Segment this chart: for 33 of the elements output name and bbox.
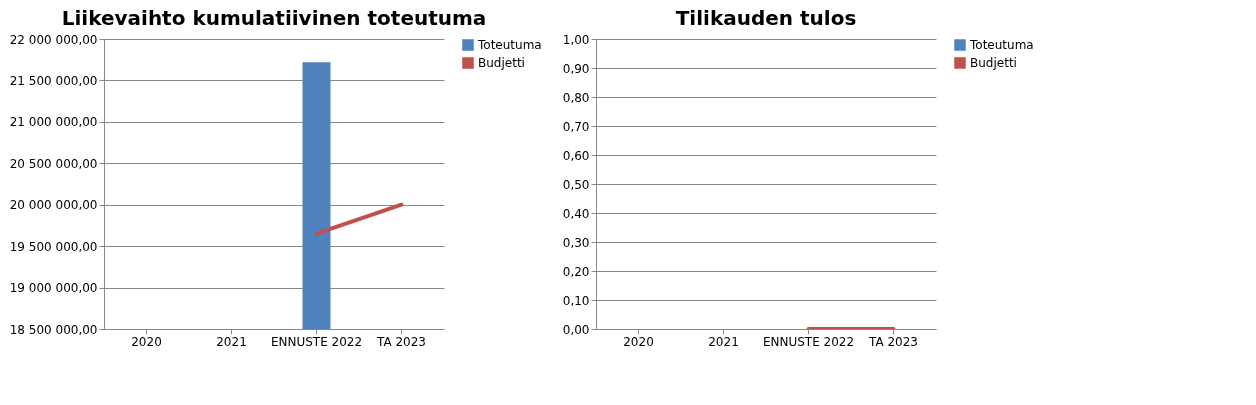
- y-tick-label: 20 000 000,00: [9, 198, 98, 213]
- legend-label: Budjetti: [478, 56, 525, 70]
- legend-label: Toteutuma: [969, 38, 1034, 52]
- y-tick-label: 0,90: [562, 61, 590, 76]
- x-tick-label: ENNUSTE 2022: [762, 334, 855, 349]
- y-tick-label: 22 000 000,00: [9, 32, 98, 47]
- y-tick-label: 19 500 000,00: [9, 239, 98, 254]
- x-tick-label: ENNUSTE 2022: [270, 334, 363, 349]
- y-tick-label: 0,80: [562, 90, 590, 105]
- legend-label: Budjetti: [970, 56, 1017, 70]
- y-tick-label: 0,30: [562, 235, 590, 250]
- legend-label: Toteutuma: [477, 38, 542, 52]
- y-tick-label: 20 500 000,00: [9, 156, 98, 171]
- x-tick-label: TA 2023: [376, 334, 426, 349]
- y-tick-label: 0,70: [562, 119, 590, 134]
- y-tick-label: 19 000 000,00: [9, 281, 98, 296]
- x-tick-label: 2020: [131, 334, 162, 349]
- y-tick-label: 1,00: [562, 32, 590, 47]
- chart-title: Tilikauden tulos: [675, 6, 857, 30]
- y-tick-label: 0,20: [562, 264, 590, 279]
- x-tick-label: 2020: [623, 334, 654, 349]
- x-tick-label: TA 2023: [868, 334, 918, 349]
- x-tick-label: 2021: [708, 334, 739, 349]
- y-tick-label: 21 500 000,00: [9, 73, 98, 88]
- y-tick-label: 21 000 000,00: [9, 115, 98, 130]
- x-tick-label: 2021: [216, 334, 247, 349]
- y-tick-label: 0,60: [562, 148, 590, 163]
- y-tick-label: 18 500 000,00: [9, 322, 98, 337]
- y-tick-label: 0,10: [562, 293, 590, 308]
- y-tick-label: 0,50: [562, 177, 590, 192]
- y-tick-label: 0,00: [562, 322, 590, 337]
- y-tick-label: 0,40: [562, 206, 590, 221]
- chart-title: Liikevaihto kumulatiivinen toteutuma: [61, 6, 487, 30]
